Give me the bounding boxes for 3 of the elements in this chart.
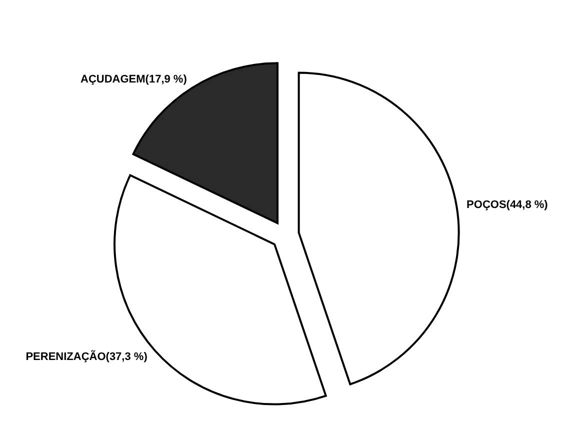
slice-label: PERENIZAÇÃO(37,3 %) [26, 350, 148, 364]
slice-label: POÇOS(44,8 %) [466, 199, 548, 212]
slice-label: AÇUDAGEM(17,9 %) [80, 73, 188, 86]
